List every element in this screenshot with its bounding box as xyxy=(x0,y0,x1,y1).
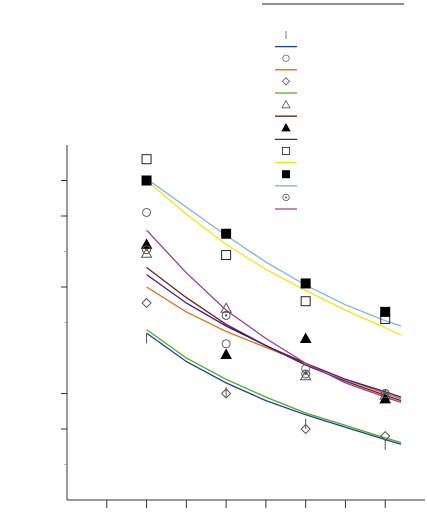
point-s12-2 xyxy=(300,278,311,289)
point-s4-0 xyxy=(141,297,152,309)
point-s8-1 xyxy=(220,348,232,359)
fit-line-11 xyxy=(146,180,402,336)
fit-lines xyxy=(146,178,402,445)
legend-marker-4 xyxy=(281,77,291,86)
legend-marker-2 xyxy=(282,54,290,62)
point-s2-1 xyxy=(221,339,231,349)
legend-marker-shape-14-dot xyxy=(285,196,287,199)
legend-marker-12 xyxy=(282,170,291,179)
point-s12-3 xyxy=(380,306,391,317)
fit-line-7 xyxy=(146,266,402,402)
fit-line-1 xyxy=(146,332,402,445)
point-s12-1 xyxy=(221,228,232,239)
fit-line-15 xyxy=(146,229,402,404)
legend-marker-14 xyxy=(282,193,290,201)
legend xyxy=(262,3,406,214)
point-s14-3 xyxy=(380,389,390,398)
legend-marker-shape-4 xyxy=(281,77,291,86)
fit-line-5 xyxy=(146,329,402,444)
legend-marker-shape-14-ring xyxy=(282,193,290,201)
point-s14-0-dot xyxy=(145,248,148,251)
point-s14-1-ring xyxy=(221,310,231,320)
point-s14-0 xyxy=(142,245,152,255)
point-s2-0 xyxy=(142,207,152,217)
point-s12-0 xyxy=(141,175,152,186)
point-s8-3 xyxy=(379,392,392,404)
legend-marker-6 xyxy=(281,99,291,109)
fit-line-13 xyxy=(146,178,402,327)
point-s10-1 xyxy=(221,250,232,261)
legend-marker-shape-6 xyxy=(281,99,291,109)
legend-marker-8 xyxy=(281,122,291,132)
point-s14-2 xyxy=(301,369,311,379)
axes xyxy=(61,145,425,508)
point-s4-1 xyxy=(220,388,232,399)
point-s10-2 xyxy=(300,296,311,307)
point-s6-2 xyxy=(299,369,312,381)
point-s4-2 xyxy=(300,423,311,435)
point-s14-2-dot xyxy=(304,372,307,376)
point-s14-3-dot xyxy=(384,392,387,395)
legend-marker-shape-10 xyxy=(282,146,291,155)
legend-marker-shape-12 xyxy=(282,170,291,179)
point-s4-3 xyxy=(380,430,391,442)
legend-marker-10 xyxy=(282,146,291,155)
point-s14-2-ring xyxy=(301,369,311,379)
fit-line-9 xyxy=(146,274,402,398)
point-s14-1 xyxy=(221,310,231,320)
point-s14-3-ring xyxy=(380,389,390,398)
point-s14-0-ring xyxy=(142,245,152,255)
point-s10-0 xyxy=(141,154,152,165)
legend-marker-shape-2 xyxy=(282,54,290,62)
legend-marker-shape-14 xyxy=(282,193,290,201)
point-s2-2 xyxy=(301,364,311,374)
point-s8-2 xyxy=(299,332,312,343)
legend-marker-shape-8 xyxy=(281,122,291,132)
point-s6-1 xyxy=(220,302,232,313)
point-s14-1-dot xyxy=(224,314,228,317)
legend-box xyxy=(262,4,406,214)
data-points xyxy=(140,154,392,450)
